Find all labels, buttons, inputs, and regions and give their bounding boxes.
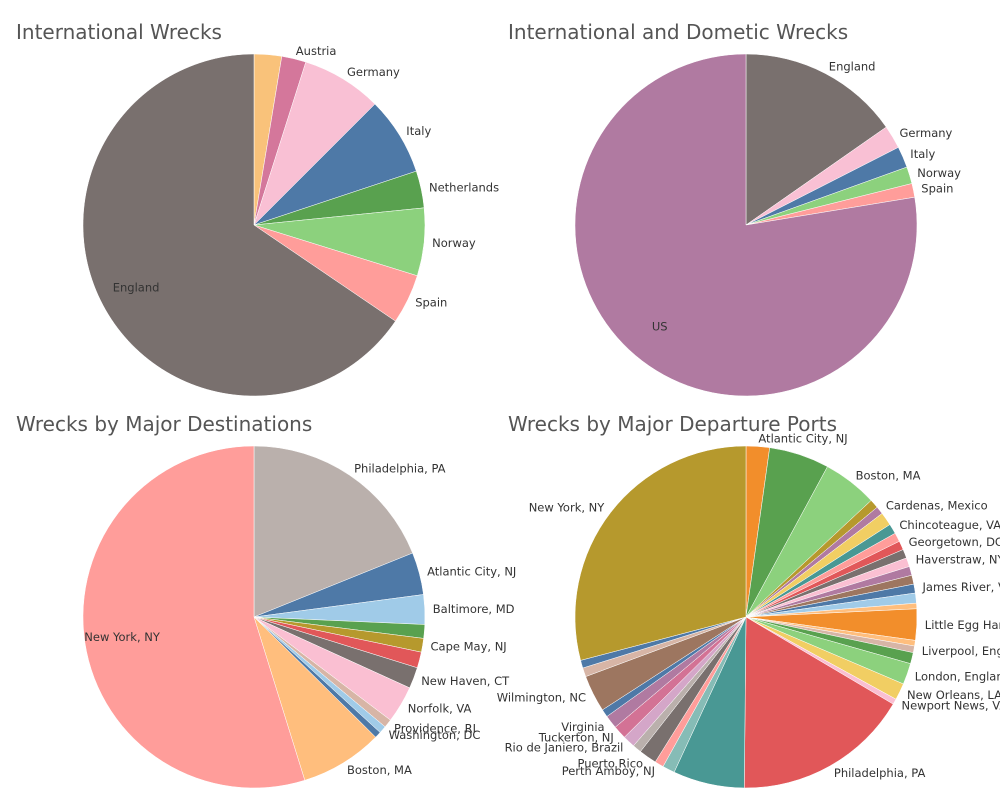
pie-slice-new-york-ny	[574, 445, 747, 661]
slice-label: Puerto Rico	[578, 757, 644, 771]
slice-label: Little Egg Harbor, NJ	[925, 618, 1000, 632]
pie-slice-england	[745, 53, 887, 226]
slice-label: Austria	[296, 44, 337, 58]
slice-label: Liverpool, England	[922, 644, 1000, 658]
slice-label: Virginia	[561, 720, 604, 734]
slice-label: New Orleans, LA	[907, 688, 1000, 702]
slice-label: Washington, DC	[389, 728, 481, 742]
slice-label: Philadelphia, PA	[834, 766, 926, 780]
slice-label: Rio de Janiero, Brazil	[505, 740, 624, 754]
pie-slice-us	[574, 53, 918, 397]
slice-label: Norway	[432, 236, 476, 250]
slice-label: Chincoteague, VA	[899, 518, 1000, 532]
slice-label: Boston, MA	[347, 763, 412, 777]
chart-panel-international-domestic-wrecks: International and Dometic Wrecks England…	[492, 0, 1000, 400]
chart-title: Wrecks by Major Destinations	[16, 412, 313, 436]
slice-label: Haverstraw, NY	[916, 553, 1000, 567]
pie-slice-england	[82, 53, 396, 397]
pie-chart-international-domestic-wrecks: England Germany Italy Norway Spain US	[574, 53, 961, 397]
chart-panel-major-destinations: Wrecks by Major Destinations Philadelphi…	[0, 392, 516, 800]
slice-label: England	[113, 280, 160, 294]
slice-label: Wilmington, NC	[497, 690, 586, 704]
chart-title: International and Dometic Wrecks	[508, 20, 849, 44]
pie-slice-philadelphia-pa	[253, 445, 413, 618]
pie-chart-international-wrecks: Austria Germany Italy Netherlands Norway Spai…	[82, 44, 499, 397]
chart-panel-international-wrecks: International Wrecks Austria Germany Italy…	[0, 0, 500, 400]
slice-label: Boston, MA	[856, 469, 921, 483]
slice-label: Germany	[347, 65, 400, 79]
slice-label: New York, NY	[529, 501, 606, 515]
slice-label: Perth Amboy, NJ	[562, 764, 655, 778]
chart-panel-departure-ports: Wrecks by Major Departure Ports Atlantic…	[492, 392, 1000, 800]
slice-label: Netherlands	[429, 181, 499, 195]
slice-label: New York, NY	[84, 630, 161, 644]
slice-label: Italy	[406, 124, 431, 138]
slice-label: Germany	[900, 126, 953, 140]
slice-label: Norway	[917, 166, 961, 180]
slice-label: Cape May, NJ	[431, 640, 507, 654]
slice-label: Atlantic City, NJ	[758, 431, 847, 445]
slice-label: Italy	[910, 147, 935, 161]
slice-label: Spain	[415, 296, 447, 310]
pie-chart-departure-ports: Atlantic City, NJ Boston, MA Cardenas, Mex…	[497, 431, 1000, 789]
slice-label: Tuckerton, NJ	[538, 731, 614, 745]
pie-slice-philadelphia-pa	[744, 616, 894, 789]
slice-label: New Haven, CT	[421, 674, 510, 688]
pie-chart-major-destinations: Philadelphia, PA Atlantic City, NJ Baltimo…	[82, 445, 516, 789]
chart-title: Wrecks by Major Departure Ports	[508, 412, 838, 436]
slice-label: Baltimore, MD	[433, 602, 515, 616]
pie-slice-new-york-ny	[82, 445, 306, 789]
slice-label: Atlantic City, NJ	[427, 564, 516, 578]
slice-label: Cardenas, Mexico	[886, 498, 988, 512]
slice-label: James River, VA	[922, 580, 1000, 594]
chart-title: International Wrecks	[16, 20, 222, 44]
slice-label: London, England	[915, 670, 1000, 684]
slice-label: Georgetown, DC	[909, 535, 1000, 549]
slice-label: Spain	[921, 182, 953, 196]
slice-label: Philadelphia, PA	[354, 462, 446, 476]
slice-label: US	[652, 320, 668, 334]
slice-label: Norfolk, VA	[408, 702, 472, 716]
slice-label: Newport News, VA	[902, 699, 1000, 713]
slice-label: England	[829, 59, 876, 73]
slice-label: Providence, RI	[394, 722, 476, 736]
